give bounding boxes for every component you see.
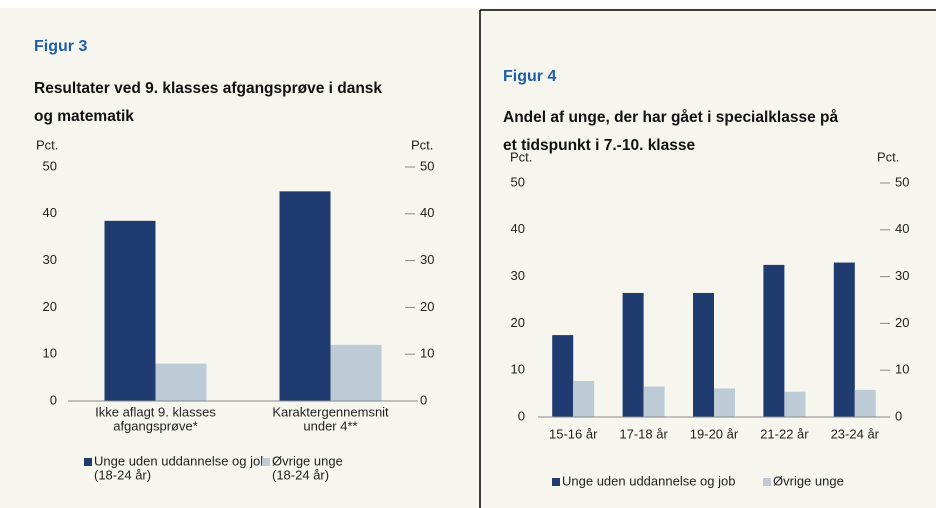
legend-label: Øvrige unge: [773, 473, 844, 488]
x-tick-label: Ikke aflagt 9. klasses: [95, 404, 216, 419]
y-tick-label: 50: [511, 174, 525, 189]
y-tick-label: 20: [43, 299, 57, 314]
bar: [693, 292, 714, 417]
legend-label: (18-24 år): [272, 467, 329, 482]
y2-tick-label: 30: [420, 252, 434, 267]
y2-tick-label: 20: [895, 315, 909, 330]
y2-tick-label: 30: [895, 268, 909, 283]
y2-axis-label: Pct.: [411, 137, 433, 152]
bar: [833, 262, 855, 417]
y-tick-label: 20: [511, 315, 525, 330]
y-tick-label: 40: [511, 221, 525, 236]
bar: [104, 220, 156, 401]
legend-label: Unge uden uddannelse og job: [94, 453, 267, 468]
x-tick-label: under 4**: [303, 418, 357, 433]
y-axis-label: Pct.: [510, 149, 532, 164]
y2-tick-label: 10: [420, 346, 434, 361]
y-tick-label: 50: [43, 158, 57, 173]
bar: [573, 380, 595, 417]
y-tick-label: 10: [43, 346, 57, 361]
y2-tick-label: 20: [420, 299, 434, 314]
bar: [622, 292, 644, 417]
x-tick-label: 17-18 år: [619, 426, 668, 441]
y2-tick-label: 0: [420, 392, 427, 407]
y2-tick-label: 50: [895, 174, 909, 189]
x-tick-label: 23-24 år: [831, 426, 880, 441]
chart-title: et tidspunkt i 7.-10. klasse: [503, 137, 695, 154]
legend-label: (18-24 år): [94, 467, 151, 482]
y2-axis-label: Pct.: [877, 149, 899, 164]
legend-swatch: [552, 478, 560, 486]
x-tick-label: 21-22 år: [760, 426, 809, 441]
bar: [643, 386, 665, 417]
y2-tick-label: 0: [895, 408, 902, 423]
chart-title: Resultater ved 9. klasses afgangsprøve i…: [34, 80, 382, 97]
y-tick-label: 30: [511, 268, 525, 283]
legend-swatch: [84, 458, 92, 466]
y2-tick-label: 40: [895, 221, 909, 236]
y-tick-label: 10: [511, 362, 525, 377]
y2-tick-label: 10: [895, 362, 909, 377]
y2-tick-label: 50: [420, 158, 434, 173]
y-tick-label: 0: [518, 408, 525, 423]
y-tick-label: 30: [43, 252, 57, 267]
chart-title: Andel af unge, der har gået i specialkla…: [503, 109, 838, 126]
figure-label: Figur 3: [34, 38, 87, 55]
bar: [784, 391, 806, 417]
y-tick-label: 0: [50, 392, 57, 407]
x-tick-label: Karaktergennemsnit: [272, 404, 389, 419]
bar: [714, 388, 735, 417]
x-tick-label: 19-20 år: [690, 426, 739, 441]
chart-title: og matematik: [34, 108, 134, 125]
bar: [279, 191, 331, 401]
y2-tick-label: 40: [420, 205, 434, 220]
background: [0, 8, 936, 508]
legend-swatch: [262, 458, 270, 466]
bar: [330, 344, 382, 401]
bar: [854, 389, 876, 417]
legend-label: Øvrige unge: [272, 453, 343, 468]
bar: [552, 335, 574, 417]
legend-swatch: [763, 478, 771, 486]
legend-label: Unge uden uddannelse og job: [562, 473, 735, 488]
x-tick-label: afgangsprøve*: [113, 418, 198, 433]
y-axis-label: Pct.: [36, 137, 58, 152]
bar: [763, 264, 785, 417]
bar: [155, 363, 207, 401]
y-tick-label: 40: [43, 205, 57, 220]
figure-label: Figur 4: [503, 68, 556, 85]
x-tick-label: 15-16 år: [549, 426, 598, 441]
